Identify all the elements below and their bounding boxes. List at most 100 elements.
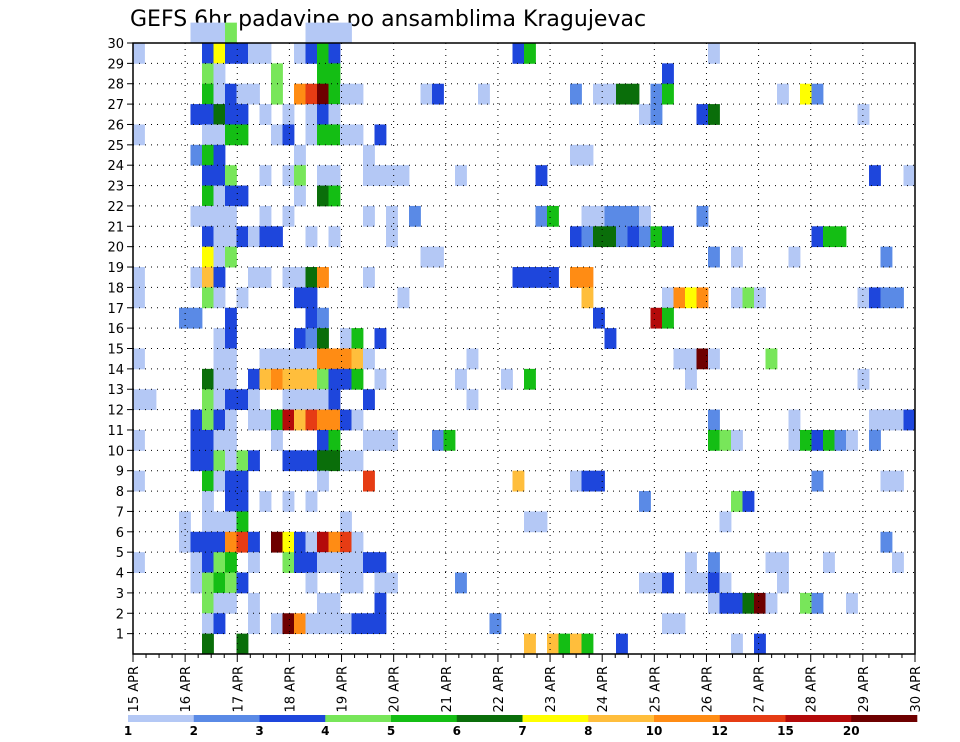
- heatmap-cell: [317, 409, 329, 431]
- heatmap-cell: [202, 491, 214, 512]
- heatmap-cell: [305, 450, 318, 472]
- y-tick-label: 13: [107, 383, 124, 398]
- heatmap-cell: [363, 613, 375, 635]
- heatmap-cell: [202, 287, 214, 309]
- heatmap-cell: [340, 409, 352, 431]
- heatmap-cell: [374, 552, 387, 573]
- grid-lines: [133, 42, 915, 654]
- heatmap-cell: [846, 429, 858, 451]
- heatmap-cell: [213, 613, 226, 635]
- heatmap-cell: [892, 409, 904, 431]
- heatmap-cell: [351, 328, 364, 349]
- y-tick-label: 27: [107, 98, 124, 113]
- heatmap-cell: [190, 572, 203, 594]
- heatmap-cell: [662, 287, 674, 309]
- heatmap-cell: [708, 348, 720, 370]
- heatmap-cell: [570, 83, 582, 105]
- heatmap-cell: [328, 43, 341, 64]
- heatmap-cell: [305, 368, 318, 390]
- heatmap-cell: [202, 531, 214, 553]
- heatmap-cell: [846, 592, 858, 614]
- heatmap-cell: [190, 104, 203, 125]
- heatmap-cell: [811, 83, 824, 105]
- y-tick-label: 19: [107, 261, 124, 276]
- heatmap-cell: [248, 226, 260, 248]
- heatmap-cell: [213, 22, 226, 44]
- heatmap-cell: [317, 165, 329, 186]
- heatmap-cell: [259, 267, 272, 288]
- heatmap-cell: [236, 572, 249, 594]
- heatmap-cell: [616, 633, 628, 655]
- y-axis: 1234567891011121314151617181920212223242…: [107, 37, 133, 643]
- heatmap-cell: [627, 226, 640, 248]
- colorbar-label: 15: [777, 724, 794, 738]
- heatmap-cell: [236, 450, 249, 472]
- heatmap-cell: [581, 287, 594, 309]
- heatmap-cell: [317, 450, 329, 472]
- heatmap-cell: [190, 450, 203, 472]
- heatmap-cell: [604, 83, 617, 105]
- heatmap-cell: [190, 409, 203, 431]
- heatmap-cell: [294, 450, 306, 472]
- heatmap-cell: [719, 592, 732, 614]
- heatmap-cell: [294, 83, 306, 105]
- heatmap-cell: [271, 226, 283, 248]
- heatmap-cell: [466, 389, 479, 410]
- heatmap-cell: [535, 205, 548, 227]
- heatmap-cell: [236, 124, 249, 146]
- heatmap-cell: [202, 226, 214, 248]
- heatmap-cell: [305, 531, 318, 553]
- heatmap-cell: [305, 307, 318, 329]
- heatmap-cell: [305, 226, 318, 248]
- heatmap-cell: [190, 307, 203, 329]
- y-tick-label: 8: [116, 485, 124, 500]
- heatmap-cell: [880, 287, 893, 309]
- heatmap-cell: [190, 144, 203, 166]
- heatmap-cell: [133, 552, 145, 573]
- colorbar-label: 6: [453, 724, 461, 738]
- heatmap-cell: [259, 368, 272, 390]
- heatmap-cell: [248, 552, 260, 573]
- heatmap-cell: [225, 165, 237, 186]
- heatmap-cell: [397, 287, 410, 309]
- heatmap-cell: [225, 124, 237, 146]
- x-axis: 15 APR 16 APR 17 APR 18 APR 19 APR 20 APR 21 A…: [127, 654, 924, 712]
- heatmap-cell: [363, 267, 375, 288]
- colorbar-label: 5: [387, 724, 395, 738]
- heatmap-cell: [213, 104, 226, 125]
- colorbar-label: 4: [321, 724, 329, 738]
- heatmap-cell: [800, 592, 812, 614]
- heatmap-cell: [363, 429, 375, 451]
- heatmap-cell: [225, 552, 237, 573]
- heatmap-cell: [627, 83, 640, 105]
- heatmap-cell: [639, 226, 651, 248]
- heatmap-cell: [328, 165, 341, 186]
- heatmap-cell: [708, 572, 720, 594]
- heatmap-cell: [777, 83, 789, 105]
- heatmap-cell: [213, 63, 226, 85]
- heatmap-cell: [731, 246, 743, 268]
- y-tick-label: 7: [116, 505, 124, 520]
- heatmap-cell: [340, 450, 352, 472]
- y-tick-label: 25: [107, 139, 124, 154]
- heatmap-cell: [271, 429, 283, 451]
- heatmap-cell: [248, 389, 260, 410]
- heatmap-cell: [639, 104, 651, 125]
- heatmap-cell: [581, 226, 594, 248]
- heatmap-cell: [374, 165, 387, 186]
- heatmap-cell: [202, 144, 214, 166]
- heatmap-cell: [811, 470, 824, 492]
- y-tick-label: 4: [116, 567, 124, 582]
- heatmap-cell: [282, 409, 295, 431]
- heatmap-cell: [225, 348, 237, 370]
- heatmap-cell: [202, 83, 214, 105]
- heatmap-cell: [225, 572, 237, 594]
- heatmap-cell: [202, 63, 214, 85]
- heatmap-cell: [202, 246, 214, 268]
- heatmap-cell: [213, 592, 226, 614]
- x-tick-label: 21 APR: [440, 666, 455, 712]
- heatmap-cell: [294, 389, 306, 410]
- heatmap-cell: [581, 205, 594, 227]
- heatmap-cell: [420, 83, 433, 105]
- heatmap-cell: [869, 287, 881, 309]
